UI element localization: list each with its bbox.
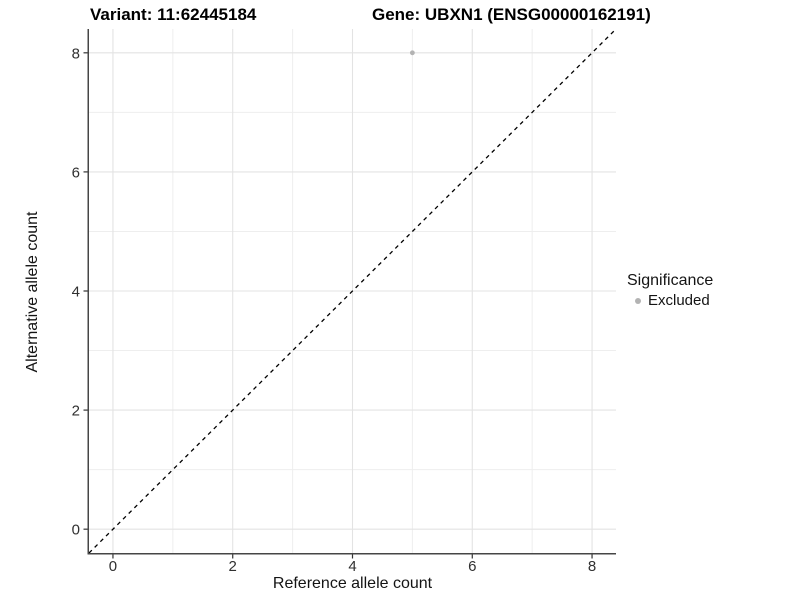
- plot-title-gene: Gene: UBXN1 (ENSG00000162191): [372, 5, 651, 24]
- y-tick-label: 6: [72, 164, 80, 181]
- x-tick-label: 4: [348, 558, 356, 575]
- legend: Significance Excluded: [627, 272, 713, 309]
- legend-item-label: Excluded: [648, 292, 710, 309]
- x-tick-label: 6: [468, 558, 476, 575]
- y-tick-label: 2: [72, 403, 80, 420]
- legend-title: Significance: [627, 272, 714, 289]
- plot-title-variant: Variant: 11:62445184: [90, 5, 257, 24]
- legend-point-icon: [635, 297, 641, 304]
- data-point: [409, 50, 415, 56]
- identity-line: [88, 28, 617, 554]
- x-axis-label: Reference allele count: [272, 575, 433, 592]
- legend-item-excluded: Excluded: [627, 292, 713, 309]
- y-tick-label: 0: [72, 522, 80, 539]
- y-tick-label: 4: [72, 284, 80, 301]
- x-tick-label: 2: [229, 558, 237, 575]
- x-tick-label: 0: [109, 558, 117, 575]
- y-axis-label: Alternative allele count: [24, 211, 41, 373]
- x-tick-label: 8: [588, 558, 596, 575]
- y-tick-label: 8: [72, 45, 80, 62]
